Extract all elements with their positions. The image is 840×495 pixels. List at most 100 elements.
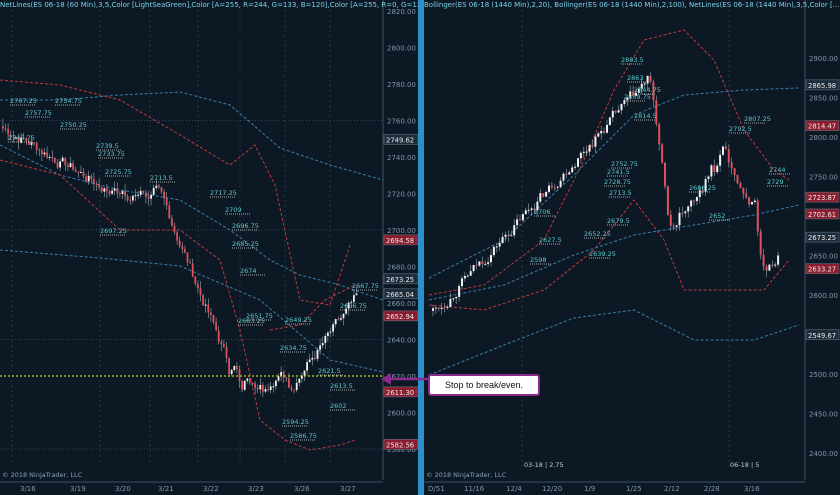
candle-body <box>163 191 165 199</box>
right-chart-canvas[interactable]: 2900.002850.002800.002750.002700.002650.… <box>424 0 840 495</box>
candle-body <box>93 178 95 184</box>
level-label: 2863 <box>627 74 644 82</box>
candle-body <box>658 124 661 145</box>
candle-body <box>355 293 358 296</box>
candle-body <box>69 163 72 168</box>
price-axis-label: 2900.00 <box>809 55 838 63</box>
candle-body <box>51 156 54 158</box>
level-label: 2883.5 <box>621 56 644 64</box>
left-chart-canvas[interactable]: 2820.00 2800.00 2780.00 2760.00 2740.00 2720.… <box>0 0 418 495</box>
candle-body <box>12 137 15 139</box>
candle-body <box>463 275 466 279</box>
candle-body <box>225 346 228 358</box>
price-axis-label: 2700.00 <box>387 227 416 235</box>
date-axis-label: 3/21 <box>158 485 174 493</box>
candle-body <box>347 302 350 309</box>
candle-body <box>332 324 334 332</box>
candle-body <box>319 345 321 350</box>
price-axis-label: 2640.00 <box>387 337 416 345</box>
candle-body <box>85 176 87 182</box>
panel-divider[interactable] <box>418 0 424 495</box>
candle-body <box>600 130 603 134</box>
callout-arrow-icon <box>381 373 430 385</box>
candle-body <box>126 196 129 201</box>
contract-marker-label: 06-18 | 5 <box>730 461 759 469</box>
candle-body <box>675 225 678 227</box>
price-badge <box>383 134 418 145</box>
candle-body <box>768 264 771 271</box>
date-axis-label: 3/19 <box>70 485 86 493</box>
candle-body <box>771 264 774 266</box>
candle-body <box>290 387 293 390</box>
candle-body <box>466 275 469 277</box>
candle-body <box>285 377 288 379</box>
candle-body <box>478 261 481 266</box>
level-label: 2744 <box>769 166 786 174</box>
date-axis-label: 12/20 <box>542 485 562 493</box>
price-badge-label: 2652.94 <box>386 313 414 321</box>
candle-body <box>56 162 59 168</box>
bollinger20-upper <box>428 29 790 296</box>
candle-body <box>61 157 64 162</box>
price-badge <box>805 263 840 274</box>
candle-body <box>753 200 756 203</box>
candle-body <box>751 202 753 205</box>
candle-body <box>565 173 568 175</box>
candle-body <box>340 318 342 320</box>
candle-body <box>67 165 69 168</box>
candle-body <box>649 75 652 82</box>
candle-body <box>774 264 777 266</box>
candle-body <box>559 180 562 187</box>
price-badge-label: 2673.25 <box>808 234 836 242</box>
candle-body <box>722 146 724 155</box>
candle-body <box>577 158 579 167</box>
candle-body <box>103 188 106 192</box>
candle-body <box>254 383 256 388</box>
candle-body <box>530 208 533 210</box>
candle-body <box>100 187 103 192</box>
candle-body <box>672 225 675 227</box>
candle-body <box>220 341 223 345</box>
candle-body <box>256 387 259 390</box>
candle-body <box>594 136 597 147</box>
candle-body <box>756 200 759 232</box>
candle-body <box>215 322 217 331</box>
candle-body <box>124 191 126 197</box>
right-chart-panel[interactable]: 2900.002850.002800.002750.002700.002650.… <box>424 0 840 495</box>
candle-body <box>719 154 722 166</box>
candle-body <box>701 190 704 192</box>
candle-body <box>337 319 340 321</box>
candle-body <box>210 312 212 316</box>
candle-body <box>548 185 550 192</box>
candle-body <box>38 149 41 151</box>
left-chart-title: NetLines(ES 06-18 (60 Min),3,5,Color [Li… <box>0 1 418 9</box>
candle-body <box>2 125 4 129</box>
candle-body <box>98 184 100 188</box>
candle-body <box>443 307 446 309</box>
price-axis-label: 2800.00 <box>387 45 416 53</box>
level-label: 2663.25 <box>238 317 265 325</box>
date-axis-label: 3/27 <box>340 485 356 493</box>
candle-body <box>492 246 495 256</box>
left-chart-panel[interactable]: 2820.00 2800.00 2780.00 2760.00 2740.00 2720.… <box>0 0 418 495</box>
candle-body <box>704 179 707 192</box>
candle-body <box>608 117 611 125</box>
candle-body <box>527 209 530 211</box>
candle-body <box>178 240 181 247</box>
date-axis-label: 11/16 <box>464 485 485 493</box>
candle-body <box>64 157 67 166</box>
price-badge <box>805 191 840 203</box>
candle-body <box>603 130 606 133</box>
price-badge-label: 2723.87 <box>808 194 836 202</box>
price-badge <box>805 231 840 243</box>
level-label: 2844.75 <box>634 86 661 94</box>
date-axis-label: 1/9 <box>584 485 595 493</box>
candle-body <box>181 246 184 250</box>
candle-body <box>321 343 324 346</box>
candle-body <box>108 191 111 194</box>
candle-body <box>536 201 539 211</box>
price-badge-label: 2673.25 <box>386 276 414 284</box>
price-badge <box>383 386 418 398</box>
candle-body <box>137 194 139 196</box>
candle-body <box>43 152 46 155</box>
